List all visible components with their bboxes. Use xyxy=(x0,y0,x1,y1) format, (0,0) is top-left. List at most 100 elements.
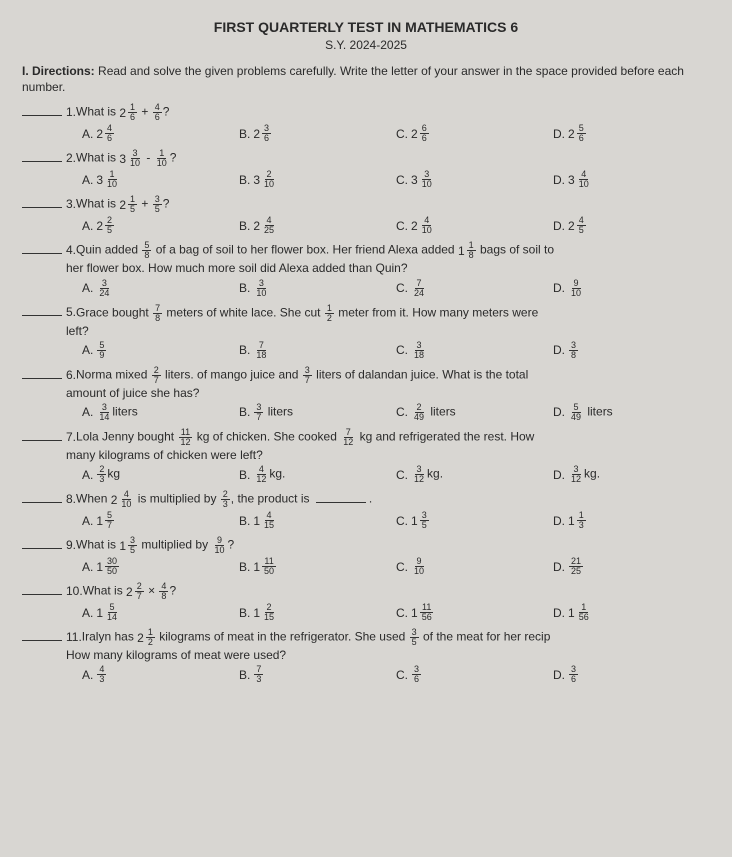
option-label: C. xyxy=(396,342,408,358)
option-label: A. xyxy=(82,126,93,142)
option[interactable]: B.310 xyxy=(239,279,396,298)
option[interactable]: D.2125 xyxy=(553,557,710,576)
option[interactable]: A.3110 xyxy=(82,170,239,189)
option[interactable]: C.2410 xyxy=(396,216,553,235)
directions: I. Directions: Read and solve the given … xyxy=(22,63,710,95)
option[interactable]: D.256 xyxy=(553,124,710,143)
option[interactable]: C.135 xyxy=(396,511,553,530)
option-value: 310 xyxy=(253,279,269,298)
option[interactable]: A.13050 xyxy=(82,557,239,576)
option-value: 36 xyxy=(568,665,579,684)
options-row: A.157B.1415C.135D.113 xyxy=(82,511,710,530)
option[interactable]: D.312kg. xyxy=(553,465,710,484)
option-label: B. xyxy=(239,218,250,234)
option-value: 11150 xyxy=(253,557,277,576)
question-stem-cont: How many kilograms of meat were used? xyxy=(66,647,710,663)
option[interactable]: A.246 xyxy=(82,124,239,143)
option[interactable]: C.11156 xyxy=(396,603,553,622)
option[interactable]: C.36 xyxy=(396,665,553,684)
option[interactable]: A.59 xyxy=(82,341,239,360)
option[interactable]: C.724 xyxy=(396,279,553,298)
answer-blank[interactable] xyxy=(22,640,62,641)
question-number: 9. xyxy=(66,537,76,553)
option[interactable]: B.2425 xyxy=(239,216,396,235)
option[interactable]: C.266 xyxy=(396,124,553,143)
option-label: A. xyxy=(82,342,93,358)
answer-blank[interactable] xyxy=(22,315,62,316)
option[interactable]: C.910 xyxy=(396,557,553,576)
option[interactable]: B.37 liters xyxy=(239,403,396,422)
option-label: B. xyxy=(239,667,250,683)
option[interactable]: A.324 xyxy=(82,279,239,298)
question-stem: Quin added 58 of a bag of soil to her fl… xyxy=(76,241,554,260)
option-label: B. xyxy=(239,467,250,483)
option-value: 1156 xyxy=(568,603,592,622)
option[interactable]: B.1215 xyxy=(239,603,396,622)
option[interactable]: A.23kg xyxy=(82,465,239,484)
option-label: B. xyxy=(239,126,250,142)
option[interactable]: C.249 liters xyxy=(396,403,553,422)
option[interactable]: D.1156 xyxy=(553,603,710,622)
question-number: 8. xyxy=(66,491,76,507)
option-label: D. xyxy=(553,467,565,483)
option[interactable]: D.3410 xyxy=(553,170,710,189)
option-label: C. xyxy=(396,605,408,621)
question-stem: Grace bought 78 meters of white lace. Sh… xyxy=(76,304,538,323)
question-stem: Norma mixed 27 liters. of mango juice an… xyxy=(76,366,528,385)
question-stem: What is 216 + 46? xyxy=(76,103,169,122)
answer-blank[interactable] xyxy=(22,502,62,503)
option-value: 549 liters xyxy=(568,403,613,422)
question: 10. What is 227 × 48? A.1514B.1215C.11156… xyxy=(22,582,710,622)
option[interactable]: A.157 xyxy=(82,511,239,530)
option[interactable]: A.314liters xyxy=(82,403,239,422)
option-label: B. xyxy=(239,342,250,358)
option-label: D. xyxy=(553,667,565,683)
option-value: 11156 xyxy=(411,603,435,622)
question-number: 10. xyxy=(66,583,83,599)
option[interactable]: B.73 xyxy=(239,665,396,684)
option[interactable]: D.38 xyxy=(553,341,710,360)
option[interactable]: D.36 xyxy=(553,665,710,684)
option[interactable]: D.910 xyxy=(553,279,710,298)
question-stem: What is 215 + 35? xyxy=(76,195,169,214)
question: 9. What is 135 multiplied by 910? A.13050… xyxy=(22,536,710,576)
answer-blank[interactable] xyxy=(22,161,62,162)
option-value: 412kg. xyxy=(253,465,285,484)
question-stem: What is 227 × 48? xyxy=(83,582,176,601)
option-value: 910 xyxy=(568,279,584,298)
question-number: 11. xyxy=(66,629,82,645)
option-value: 157 xyxy=(96,511,115,530)
question: 4. Quin added 58 of a bag of soil to her… xyxy=(22,241,710,297)
option[interactable]: C.312kg. xyxy=(396,465,553,484)
question-stem: Iralyn has 212 kilograms of meat in the … xyxy=(82,628,551,647)
option[interactable]: D.113 xyxy=(553,511,710,530)
question-stem-cont: many kilograms of chicken were left? xyxy=(66,447,710,463)
answer-blank[interactable] xyxy=(22,440,62,441)
option[interactable]: D.549 liters xyxy=(553,403,710,422)
option[interactable]: A.1514 xyxy=(82,603,239,622)
option[interactable]: C.318 xyxy=(396,341,553,360)
answer-blank[interactable] xyxy=(22,115,62,116)
option[interactable]: C.3310 xyxy=(396,170,553,189)
answer-blank[interactable] xyxy=(22,548,62,549)
option[interactable]: D.245 xyxy=(553,216,710,235)
answer-blank[interactable] xyxy=(22,594,62,595)
option-value: 312kg. xyxy=(411,465,443,484)
option[interactable]: B.412kg. xyxy=(239,465,396,484)
option[interactable]: B.11150 xyxy=(239,557,396,576)
option[interactable]: B.236 xyxy=(239,124,396,143)
option[interactable]: B.3210 xyxy=(239,170,396,189)
option[interactable]: B.718 xyxy=(239,341,396,360)
option-label: A. xyxy=(82,404,93,420)
answer-blank[interactable] xyxy=(22,378,62,379)
option[interactable]: A.43 xyxy=(82,665,239,684)
option-label: D. xyxy=(553,172,565,188)
answer-blank[interactable] xyxy=(22,207,62,208)
question-stem: What is 135 multiplied by 910? xyxy=(76,536,234,555)
option[interactable]: A.225 xyxy=(82,216,239,235)
answer-blank[interactable] xyxy=(22,253,62,254)
test-title: FIRST QUARTERLY TEST IN MATHEMATICS 6 xyxy=(22,18,710,37)
option-label: B. xyxy=(239,559,250,575)
option[interactable]: B.1415 xyxy=(239,511,396,530)
fill-blank[interactable] xyxy=(316,502,366,503)
